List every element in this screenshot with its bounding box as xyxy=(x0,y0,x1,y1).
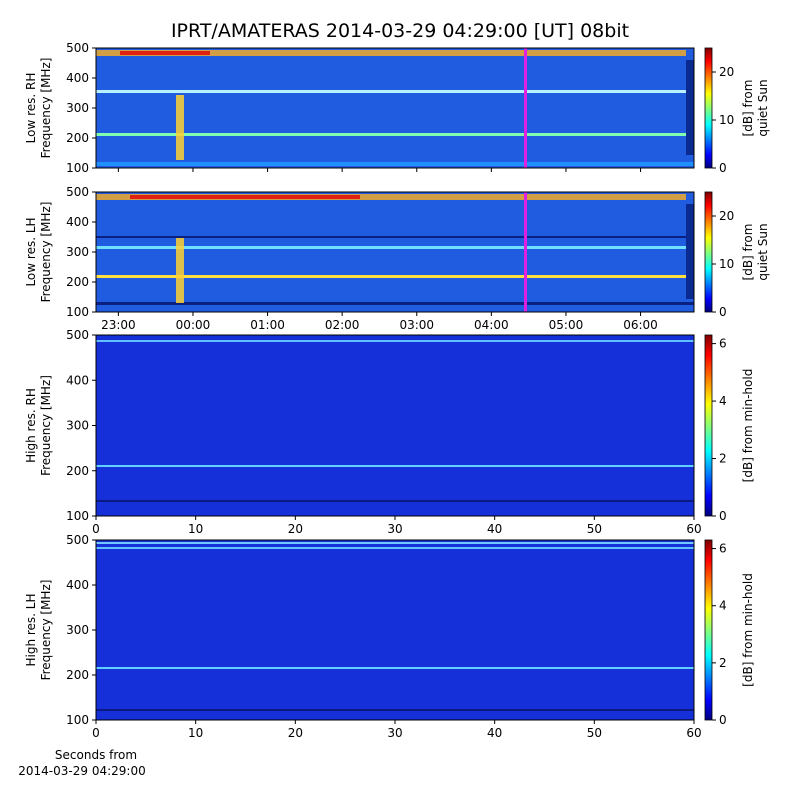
y-tick-label: 500 xyxy=(66,185,89,199)
y-tick-label: 500 xyxy=(66,328,89,342)
x-tick-label: 00:00 xyxy=(176,318,211,332)
x-tick-label: 04:00 xyxy=(474,318,509,332)
y-tick-label: 400 xyxy=(66,215,89,229)
figure-title: IPRT/AMATERAS 2014-03-29 04:29:00 [UT] 0… xyxy=(171,20,629,42)
colorbar-label: [dB] from min-hold xyxy=(741,573,755,687)
y-tick-label: 200 xyxy=(66,668,89,682)
y-tick-label: 400 xyxy=(66,71,89,85)
x-tick-label: 20 xyxy=(288,726,303,740)
x-tick-label: 01:00 xyxy=(250,318,285,332)
spectrogram-lh-high xyxy=(96,540,694,720)
colorbar-label: quiet Sun xyxy=(756,223,770,280)
y-axis-label: Low res. LH xyxy=(24,217,38,286)
y-tick-label: 200 xyxy=(66,131,89,145)
x-tick-label: 02:00 xyxy=(325,318,360,332)
colorbar-label: [dB] from xyxy=(741,224,755,281)
y-tick-label: 100 xyxy=(66,305,89,319)
colorbar-tick-label: 20 xyxy=(719,65,734,79)
colorbar-label: quiet Sun xyxy=(756,79,770,136)
colorbar-tick-label: 6 xyxy=(719,337,727,351)
y-axis-label: High res. RH xyxy=(24,388,38,463)
colorbar-tick-label: 0 xyxy=(719,509,727,523)
x-tick-label: 05:00 xyxy=(549,318,584,332)
x-tick-label: 20 xyxy=(288,522,303,536)
x-tick-label: 10 xyxy=(188,522,203,536)
colorbar xyxy=(704,334,713,517)
y-axis-label: High res. LH xyxy=(24,593,38,666)
y-tick-label: 100 xyxy=(66,161,89,175)
y-tick-label: 200 xyxy=(66,275,89,289)
colorbar-tick-label: 2 xyxy=(719,656,727,670)
colorbar xyxy=(704,191,713,313)
y-tick-label: 300 xyxy=(66,419,89,433)
colorbar-label: [dB] from min-hold xyxy=(741,369,755,483)
x-tick-label: 60 xyxy=(686,522,701,536)
y-tick-label: 300 xyxy=(66,245,89,259)
x-tick-label: 40 xyxy=(487,726,502,740)
y-axis-label: Frequency [MHz] xyxy=(39,58,53,159)
x-tick-label: 60 xyxy=(686,726,701,740)
y-axis-label: Frequency [MHz] xyxy=(39,375,53,476)
x-tick-label: 50 xyxy=(587,522,602,536)
colorbar-label: [dB] from xyxy=(741,80,755,137)
x-tick-label: 23:00 xyxy=(101,318,136,332)
y-tick-label: 200 xyxy=(66,464,89,478)
x-tick-label: 30 xyxy=(387,522,402,536)
x-tick-label: 50 xyxy=(587,726,602,740)
spectrogram-rh-low xyxy=(96,48,694,168)
y-tick-label: 500 xyxy=(66,41,89,55)
y-tick-label: 300 xyxy=(66,101,89,115)
y-tick-label: 400 xyxy=(66,373,89,387)
y-tick-label: 300 xyxy=(66,623,89,637)
x-tick-label: 10 xyxy=(188,726,203,740)
x-axis-label: 2014-03-29 04:29:00 xyxy=(18,764,145,778)
x-tick-label: 40 xyxy=(487,522,502,536)
x-tick-label: 0 xyxy=(92,522,100,536)
x-tick-label: 0 xyxy=(92,726,100,740)
y-axis-label: Low res. RH xyxy=(24,73,38,144)
spectrogram-lh-low xyxy=(96,192,694,312)
y-tick-label: 100 xyxy=(66,509,89,523)
spectrogram-rh-high xyxy=(96,335,694,516)
colorbar-tick-label: 2 xyxy=(719,452,727,466)
x-tick-label: 30 xyxy=(387,726,402,740)
x-axis-label: Seconds from xyxy=(55,748,137,762)
colorbar xyxy=(704,47,713,169)
colorbar-tick-label: 0 xyxy=(719,713,727,727)
colorbar-tick-label: 20 xyxy=(719,209,734,223)
colorbar-tick-label: 4 xyxy=(719,394,727,408)
x-tick-label: 06:00 xyxy=(623,318,658,332)
colorbar-tick-label: 4 xyxy=(719,599,727,613)
colorbar-tick-label: 0 xyxy=(719,161,727,175)
colorbar-tick-label: 10 xyxy=(719,257,734,271)
x-tick-label: 03:00 xyxy=(399,318,434,332)
colorbar xyxy=(704,539,713,721)
colorbar-tick-label: 10 xyxy=(719,113,734,127)
y-tick-label: 100 xyxy=(66,713,89,727)
y-axis-label: Frequency [MHz] xyxy=(39,580,53,681)
y-axis-label: Frequency [MHz] xyxy=(39,202,53,303)
colorbar-tick-label: 6 xyxy=(719,542,727,556)
colorbar-tick-label: 0 xyxy=(719,305,727,319)
y-tick-label: 500 xyxy=(66,533,89,547)
y-tick-label: 400 xyxy=(66,578,89,592)
